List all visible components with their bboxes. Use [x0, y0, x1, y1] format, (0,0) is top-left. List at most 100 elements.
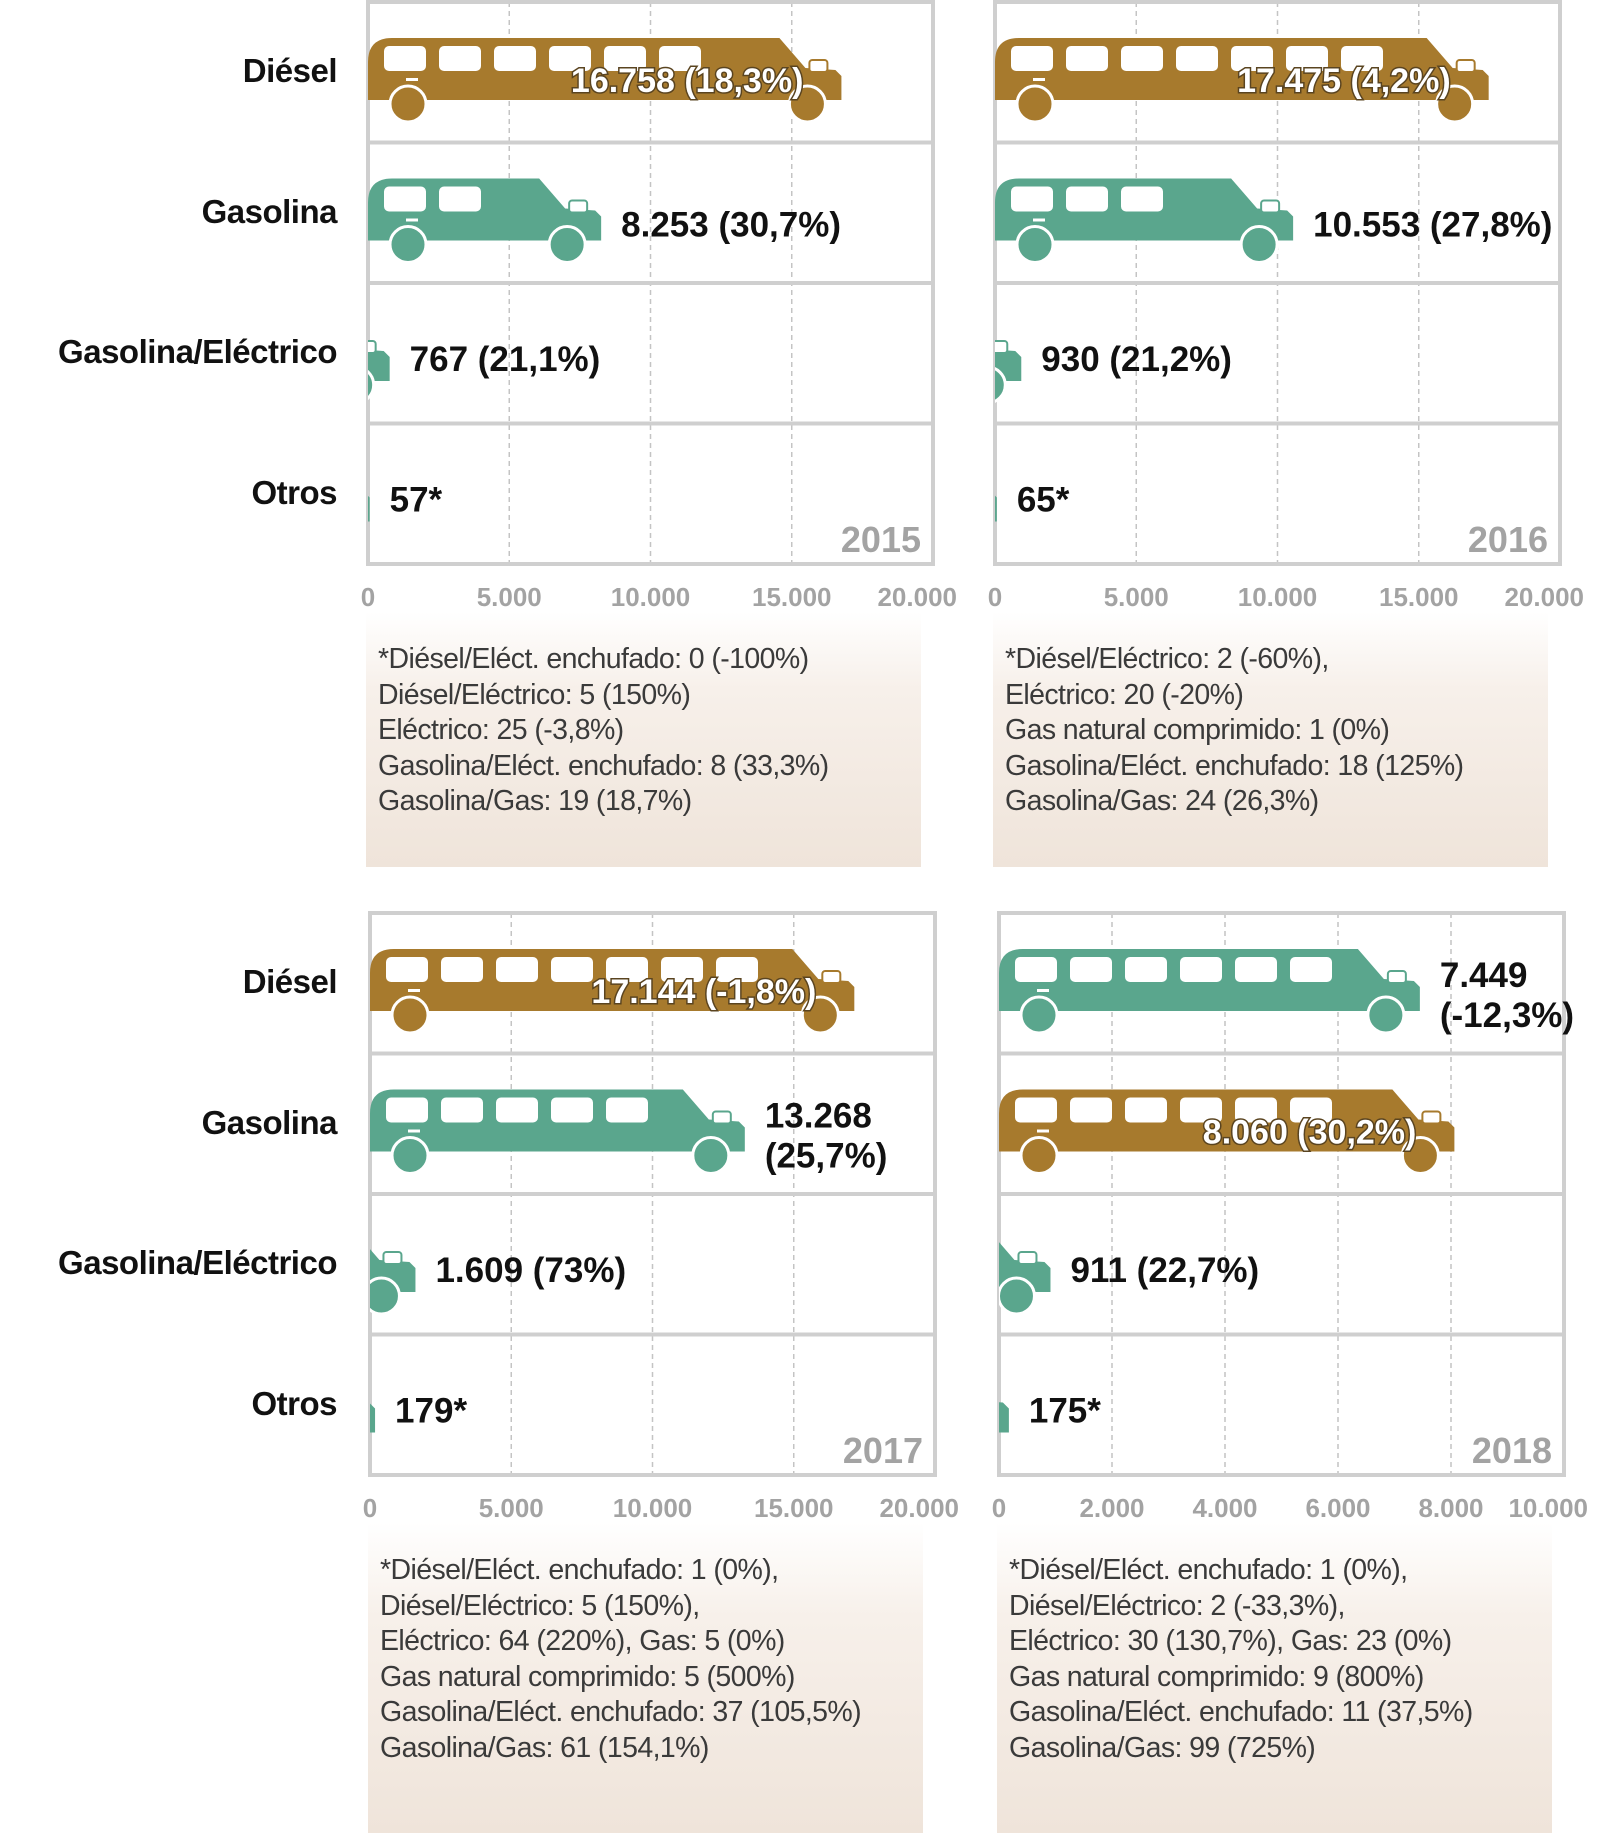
- row-label: Gasolina/Eléctrico: [58, 1244, 337, 1281]
- chart-panel-2018: 7.449(-12,3%) 8.060 (30,2%) 911 (22,7%) 175…: [992, 911, 1588, 1523]
- vehicle-window: [384, 46, 426, 71]
- panel-frame: [997, 911, 1566, 1477]
- vehicle-window: [386, 1097, 428, 1123]
- vehicle-wheel: [945, 508, 981, 544]
- axis-tick-label: 20.000: [1504, 582, 1584, 612]
- vehicle-window: [1180, 957, 1222, 982]
- vehicle-window: [386, 957, 428, 982]
- vehicle-mirror: [1455, 59, 1476, 73]
- vehicle-mirror: [1260, 199, 1281, 214]
- note-line: Eléctrico: 64 (220%), Gas: 5 (0%): [380, 1625, 785, 1657]
- vehicle-window: [551, 1097, 593, 1123]
- vehicle-wheel: [262, 508, 298, 544]
- vehicle-window: [1125, 1097, 1167, 1123]
- vehicle-window: [441, 1097, 483, 1123]
- vehicle-window: [1070, 1097, 1112, 1123]
- note-line: *Diésel/Eléct. enchufado: 1 (0%),: [380, 1554, 779, 1586]
- vehicle-wheel: [957, 1419, 993, 1455]
- vehicle-window: [1011, 46, 1053, 71]
- vehicle-window: [606, 957, 648, 982]
- vehicle-bar: [370, 1249, 416, 1316]
- vehicle-wheel: [787, 84, 827, 124]
- vehicle-wheel: [1015, 225, 1055, 264]
- vehicle-handle: [406, 218, 418, 222]
- vehicle-handle: [958, 1270, 970, 1273]
- year-label: 2015: [841, 519, 921, 560]
- vehicle-window: [496, 957, 538, 982]
- vehicle-wheel: [370, 1276, 401, 1316]
- axis-tick-label: 5.000: [1104, 582, 1169, 612]
- vehicle-mirror: [977, 1393, 995, 1405]
- vehicle-mirror: [338, 482, 356, 494]
- axis-tick-label: 2.000: [1079, 1493, 1144, 1523]
- vehicle-window: [494, 46, 536, 71]
- axis-tick-label: 15.000: [752, 582, 832, 612]
- vehicle-mirror: [1386, 970, 1407, 984]
- note-line: *Diésel/Eléctrico: 2 (-60%),: [1005, 643, 1329, 675]
- vehicle-body: [995, 495, 997, 522]
- vehicle-mirror: [568, 199, 589, 214]
- axis-tick-label: 15.000: [754, 1493, 834, 1523]
- panel-frame: [366, 0, 935, 566]
- note-line: Gasolina/Gas: 19 (18,7%): [378, 785, 692, 817]
- value-label: 57*: [390, 481, 443, 520]
- vehicle-handle: [1033, 218, 1045, 222]
- note-line: Eléctrico: 20 (-20%): [1005, 678, 1244, 711]
- notes-list: *Diésel/Eléctrico: 2 (-60%), Eléctrico: 2…: [993, 612, 1548, 820]
- vehicle-window: [1015, 1097, 1057, 1123]
- vehicle-body: [368, 178, 602, 241]
- vehicle-body: [368, 495, 370, 522]
- vehicle-body: [999, 1402, 1009, 1433]
- value-label: 16.758 (18,3%): [571, 62, 804, 100]
- axis-tick-label: 10.000: [613, 1493, 693, 1523]
- row-label: Otros: [251, 473, 337, 511]
- notes-list: *Diésel/Eléct. enchufado: 0 (-100%) Diése…: [366, 612, 921, 820]
- axis-tick-label: 8.000: [1418, 1493, 1483, 1523]
- vehicle-window: [1070, 957, 1112, 982]
- vehicle-bar: [995, 340, 1022, 403]
- axis-tick-label: 10.000: [611, 582, 691, 612]
- vehicle-wheel: [995, 367, 1007, 403]
- vehicle-wheel: [800, 995, 840, 1035]
- vehicle-handle: [1037, 989, 1049, 992]
- panel-frame: [368, 911, 937, 1477]
- value-label: 8.253 (30,7%): [621, 206, 841, 245]
- axis-tick-label: 10.000: [1238, 582, 1318, 612]
- vehicle-wheel: [390, 995, 430, 1035]
- vehicle-window: [1341, 46, 1383, 71]
- value-label: 175*: [1029, 1392, 1101, 1431]
- value-label: 930 (21,2%): [1041, 340, 1232, 379]
- vehicle-bar: [957, 1393, 1009, 1455]
- vehicle-window: [1231, 46, 1273, 71]
- vehicle-wheel: [1019, 995, 1059, 1035]
- vehicle-wheel: [691, 1136, 731, 1175]
- vehicle-window: [439, 186, 481, 212]
- chart-panel-2015: 16.758 (18,3%) 8.253 (30,7%) 767 (21,1%) 57…: [361, 0, 957, 612]
- vehicle-mirror: [995, 340, 1009, 354]
- vehicle-window: [1015, 957, 1057, 982]
- vehicle-mirror: [808, 59, 829, 73]
- vehicle-mirror: [711, 1110, 732, 1125]
- vehicle-window: [661, 957, 703, 982]
- axis-tick-label: 20.000: [879, 1493, 959, 1523]
- axis-tick-label: 15.000: [1379, 582, 1459, 612]
- note-line: Gas natural comprimido: 5 (500%): [380, 1660, 795, 1693]
- vehicle-window: [384, 186, 426, 212]
- vehicle-body: [368, 349, 390, 381]
- vehicle-window: [549, 46, 591, 71]
- note-line: Gasolina/Gas: 24 (26,3%): [1005, 785, 1319, 817]
- vehicle-mirror: [821, 970, 842, 984]
- panel-frame: [993, 0, 1562, 566]
- vehicle-mirror: [1421, 1110, 1442, 1125]
- vehicle-mirror: [382, 1251, 403, 1265]
- vehicle-bar: [368, 340, 390, 401]
- note-line: Diésel/Eléctrico: 2 (-33,3%),: [1009, 1589, 1345, 1622]
- vehicle-handle: [406, 78, 418, 81]
- note-line: Diésel/Eléctrico: 5 (150%): [378, 678, 691, 711]
- axis-tick-label: 0: [363, 1493, 377, 1523]
- vehicle-body: [368, 38, 842, 100]
- vehicle-bar: [995, 178, 1294, 264]
- value-label: 65*: [1017, 481, 1070, 520]
- axis-tick-label: 10.000: [1508, 1493, 1588, 1523]
- notes-list: *Diésel/Eléct. enchufado: 1 (0%), Diésel/…: [997, 1523, 1552, 1766]
